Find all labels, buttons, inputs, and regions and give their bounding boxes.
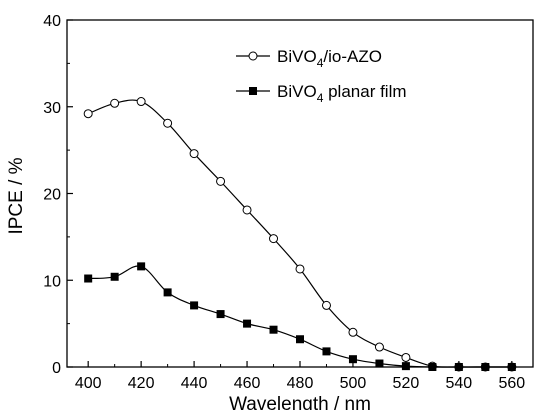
y-tick-label: 20 (43, 187, 61, 204)
data-point-series-1 (348, 327, 358, 337)
data-point-series-2 (322, 347, 331, 356)
data-point-series-1 (83, 109, 93, 119)
x-tick-label: 500 (340, 375, 367, 392)
plot-area (66, 19, 534, 368)
legend-marker-1 (248, 51, 258, 61)
legend-label-1: BiVO4/io-AZO (277, 47, 382, 70)
plot-frame (66, 19, 534, 368)
series-line-1 (87, 99, 512, 368)
data-point-series-1 (295, 264, 305, 274)
data-point-series-1 (242, 205, 252, 215)
data-point-series-1 (401, 352, 411, 362)
x-tick-label: 440 (181, 375, 208, 392)
x-tick-label: 460 (234, 375, 261, 392)
x-tick-label: 480 (287, 375, 314, 392)
data-point-series-2 (348, 355, 357, 364)
y-tick-label: 40 (43, 13, 61, 30)
data-point-series-2 (243, 319, 252, 328)
y-axis-label: IPCE / % (6, 157, 27, 234)
y-tick-label: 30 (43, 100, 61, 117)
data-point-series-2 (269, 325, 278, 334)
data-point-series-2 (137, 262, 146, 271)
data-point-series-2 (163, 288, 172, 297)
data-point-series-1 (216, 176, 226, 186)
data-point-series-1 (374, 342, 384, 352)
data-point-series-2 (375, 359, 384, 368)
y-tick-label: 0 (52, 360, 61, 377)
series-curves (87, 99, 512, 368)
data-point-series-2 (110, 272, 119, 281)
data-point-series-1 (269, 234, 279, 244)
x-tick-label: 520 (393, 375, 420, 392)
axes: 400 420 440 460 480 500 520 540 560 0 10 20 30 40 (43, 13, 525, 392)
series-line-2 (88, 265, 512, 368)
data-point-series-1 (321, 300, 331, 310)
series-markers (83, 97, 517, 372)
legend-label-2: BiVO4 planar film (277, 82, 407, 105)
legend-marker-2 (249, 87, 257, 95)
data-point-series-2 (296, 335, 304, 344)
y-tick-label: 10 (43, 273, 61, 290)
data-point-series-2 (216, 310, 225, 319)
data-point-series-1 (110, 98, 120, 108)
data-point-series-2 (190, 301, 199, 310)
data-point-series-2 (84, 274, 93, 283)
x-tick-label: 560 (498, 375, 525, 392)
x-tick-label: 420 (128, 375, 155, 392)
x-tick-label: 400 (75, 375, 102, 392)
data-point-series-1 (136, 97, 146, 107)
x-tick-label: 540 (446, 375, 473, 392)
legend: BiVO4/io-AZO BiVO4 planar film (236, 47, 407, 105)
data-point-series-1 (189, 149, 199, 159)
x-axis-label: Wavelength / nm (229, 394, 371, 410)
data-point-series-1 (163, 118, 173, 128)
